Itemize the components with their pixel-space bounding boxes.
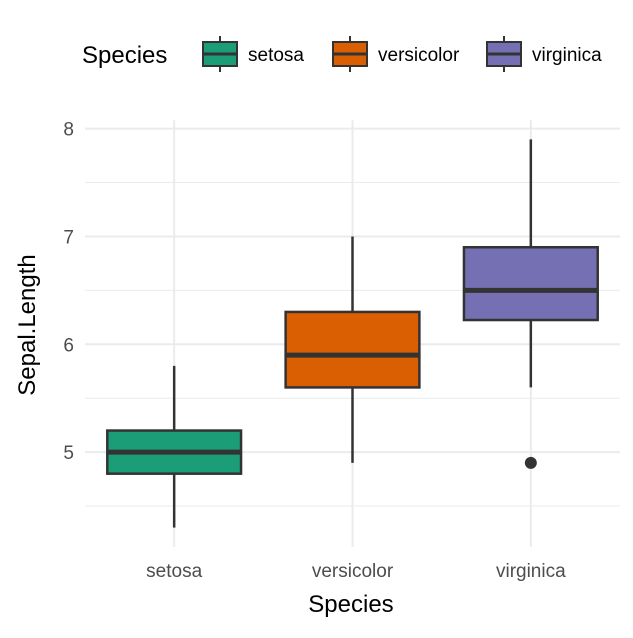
legend-title: Species xyxy=(82,42,167,69)
legend-label: setosa xyxy=(248,45,304,66)
y-axis-title: Sepal.Length xyxy=(14,254,41,395)
y-tick-label: 5 xyxy=(63,443,74,464)
x-axis-title: Species xyxy=(308,591,393,618)
legend-label: virginica xyxy=(532,45,602,66)
outlier-point xyxy=(524,456,537,469)
box-versicolor xyxy=(284,310,421,389)
legend: Species setosa versicolor virginica xyxy=(82,36,602,72)
boxes xyxy=(106,139,599,528)
y-tick-label: 8 xyxy=(63,120,74,141)
x-axis: setosa versicolor virginica xyxy=(146,561,566,582)
x-tick-label: setosa xyxy=(146,561,202,582)
y-axis: 5 6 7 8 xyxy=(63,120,74,464)
legend-label: versicolor xyxy=(378,45,460,66)
y-tick-label: 7 xyxy=(63,227,74,248)
x-tick-label: versicolor xyxy=(312,561,394,582)
y-tick-label: 6 xyxy=(63,335,74,356)
box-virginica xyxy=(462,245,599,322)
x-tick-label: virginica xyxy=(496,561,566,582)
